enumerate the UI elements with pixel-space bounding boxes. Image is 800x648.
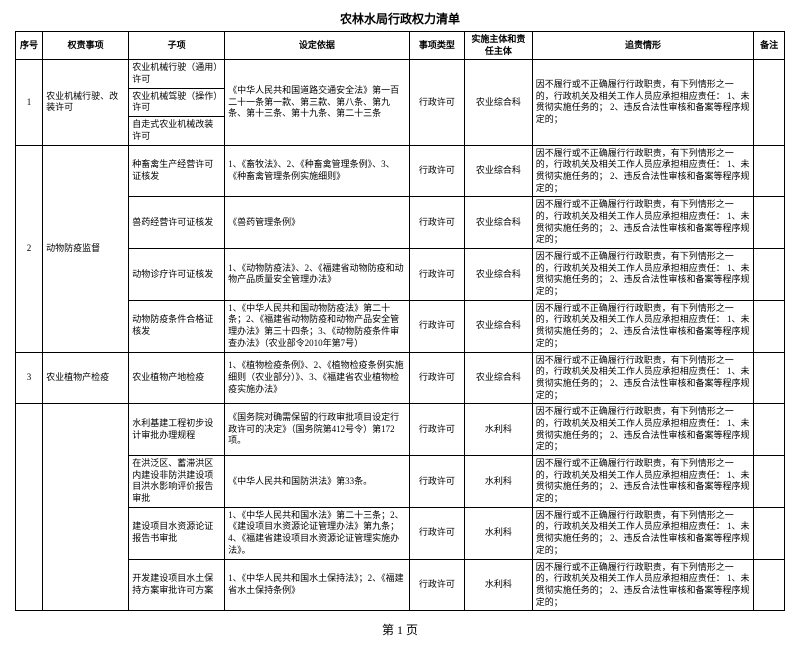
cell-body: 水利科 — [465, 559, 533, 611]
cell-sub: 在洪泛区、蓄滞洪区内建设非防洪建设项目洪水影响评价报告审批 — [129, 456, 225, 508]
table-row: 动物防疫条件合格证核发 1、《中华人民共和国动物防疫法》第二十条；2、《福建省动… — [16, 300, 785, 352]
cell-type: 行政许可 — [409, 559, 464, 611]
col-basis: 设定依据 — [225, 32, 410, 60]
table-row: 开发建设项目水土保持方案审批许可方案 1、《中华人民共和国水土保持法》；2、《福… — [16, 559, 785, 611]
cell-note — [754, 352, 785, 404]
cell-resp: 因不履行或不正确履行行政职责，有下列情形之一的，行政机关及相关工作人员应承担相应… — [532, 197, 753, 249]
cell-matter: 农业机械行驶、改装许可 — [43, 60, 129, 145]
cell-resp: 因不履行或不正确履行行政职责，有下列情形之一的，行政机关及相关工作人员应承担相应… — [532, 60, 753, 145]
cell-body: 农业综合科 — [465, 60, 533, 145]
cell-basis: 1、《动物防疫法》、2、《福建省动物防疫和动物产品质量安全管理办法》 — [225, 249, 410, 301]
cell-sub: 开发建设项目水土保持方案审批许可方案 — [129, 559, 225, 611]
cell-type: 行政许可 — [409, 404, 464, 456]
cell-basis: 《国务院对确需保留的行政审批项目设定行政许可的决定》（国务院第412号令）第17… — [225, 404, 410, 456]
page-title: 农林水局行政权力清单 — [15, 10, 785, 27]
cell-sub: 动物诊疗许可证核发 — [129, 249, 225, 301]
table-row: 动物诊疗许可证核发 1、《动物防疫法》、2、《福建省动物防疫和动物产品质量安全管… — [16, 249, 785, 301]
cell-resp: 因不履行或不正确履行行政职责，有下列情形之一的，行政机关及相关工作人员应承担相应… — [532, 352, 753, 404]
table-row: 水利基建工程初步设计审批办理规程 《国务院对确需保留的行政审批项目设定行政许可的… — [16, 404, 785, 456]
cell-body: 水利科 — [465, 507, 533, 559]
col-resp: 追责情形 — [532, 32, 753, 60]
cell-resp: 因不履行或不正确履行行政职责，有下列情形之一的，行政机关及相关工作人员应承担相应… — [532, 456, 753, 508]
cell-sub: 农业植物产地检疫 — [129, 352, 225, 404]
col-body: 实施主体和责任主体 — [465, 32, 533, 60]
cell-basis: 1、《中华人民共和国水法》第二十三条；2、《建设项目水资源论证管理办法》第九条；… — [225, 507, 410, 559]
cell-matter — [43, 404, 129, 611]
cell-basis: 《兽药管理条例》 — [225, 197, 410, 249]
cell-seq: 2 — [16, 145, 43, 352]
cell-matter: 动物防疫监督 — [43, 145, 129, 352]
cell-resp: 因不履行或不正确履行行政职责，有下列情形之一的，行政机关及相关工作人员应承担相应… — [532, 145, 753, 197]
cell-body: 水利科 — [465, 456, 533, 508]
table-header-row: 序号 权责事项 子项 设定依据 事项类型 实施主体和责任主体 追责情形 备注 — [16, 32, 785, 60]
col-seq: 序号 — [16, 32, 43, 60]
cell-type: 行政许可 — [409, 456, 464, 508]
cell-type: 行政许可 — [409, 300, 464, 352]
col-note: 备注 — [754, 32, 785, 60]
cell-basis: 1、《中华人民共和国动物防疫法》第二十条；2、《福建省动物防疫和动物产品安全管理… — [225, 300, 410, 352]
cell-matter: 农业植物产检疫 — [43, 352, 129, 404]
col-type: 事项类型 — [409, 32, 464, 60]
cell-body: 水利科 — [465, 404, 533, 456]
cell-body: 农业综合科 — [465, 197, 533, 249]
cell-type: 行政许可 — [409, 507, 464, 559]
cell-sub: 兽药经营许可证核发 — [129, 197, 225, 249]
cell-note — [754, 507, 785, 559]
cell-resp: 因不履行或不正确履行行政职责，有下列情形之一的，行政机关及相关工作人员应承担相应… — [532, 404, 753, 456]
cell-seq: 1 — [16, 60, 43, 145]
cell-note — [754, 249, 785, 301]
cell-type: 行政许可 — [409, 249, 464, 301]
cell-basis: 1、《畜牧法》、2、《种畜禽管理条例》、3、《种畜禽管理条例实施细则》 — [225, 145, 410, 197]
cell-body: 农业综合科 — [465, 300, 533, 352]
main-table: 序号 权责事项 子项 设定依据 事项类型 实施主体和责任主体 追责情形 备注 1… — [15, 31, 785, 611]
cell-basis: 1、《中华人民共和国水土保持法》；2、《福建省水土保持条例》 — [225, 559, 410, 611]
cell-note — [754, 404, 785, 456]
cell-note — [754, 60, 785, 145]
table-row: 兽药经营许可证核发 《兽药管理条例》 行政许可 农业综合科 因不履行或不正确履行… — [16, 197, 785, 249]
cell-basis: 1、《植物检疫条例》、2、《植物检疫条例实施细则（农业部分）》、3、《福建省农业… — [225, 352, 410, 404]
cell-note — [754, 300, 785, 352]
cell-type: 行政许可 — [409, 197, 464, 249]
page-footer: 第 1 页 — [15, 621, 785, 638]
table-row: 3 农业植物产检疫 农业植物产地检疫 1、《植物检疫条例》、2、《植物检疫条例实… — [16, 352, 785, 404]
cell-seq — [16, 404, 43, 611]
cell-resp: 因不履行或不正确履行行政职责，有下列情形之一的，行政机关及相关工作人员应承担相应… — [532, 507, 753, 559]
cell-resp: 因不履行或不正确履行行政职责，有下列情形之一的，行政机关及相关工作人员应承担相应… — [532, 249, 753, 301]
cell-type: 行政许可 — [409, 60, 464, 145]
cell-resp: 因不履行或不正确履行行政职责，有下列情形之一的，行政机关及相关工作人员应承担相应… — [532, 300, 753, 352]
cell-basis: 《中华人民共和国道路交通安全法》第一百二十一条第一款、第三款、第八条、第九条、第… — [225, 60, 410, 145]
cell-resp: 因不履行或不正确履行行政职责，有下列情形之一的，行政机关及相关工作人员应承担相应… — [532, 559, 753, 611]
table-row: 建设项目水资源论证报告书审批 1、《中华人民共和国水法》第二十三条；2、《建设项… — [16, 507, 785, 559]
table-row: 2 动物防疫监督 种畜禽生产经营许可证核发 1、《畜牧法》、2、《种畜禽管理条例… — [16, 145, 785, 197]
cell-sub: 自走式农业机械改装许可 — [129, 117, 225, 145]
cell-sub: 建设项目水资源论证报告书审批 — [129, 507, 225, 559]
cell-note — [754, 197, 785, 249]
col-sub: 子项 — [129, 32, 225, 60]
cell-sub: 种畜禽生产经营许可证核发 — [129, 145, 225, 197]
cell-sub: 动物防疫条件合格证核发 — [129, 300, 225, 352]
cell-body: 农业综合科 — [465, 249, 533, 301]
cell-basis: 《中华人民共和国防洪法》第33条。 — [225, 456, 410, 508]
cell-note — [754, 145, 785, 197]
cell-type: 行政许可 — [409, 352, 464, 404]
cell-note — [754, 559, 785, 611]
cell-note — [754, 456, 785, 508]
cell-seq: 3 — [16, 352, 43, 404]
col-matter: 权责事项 — [43, 32, 129, 60]
cell-sub: 农业机械行驶（通用）许可 — [129, 60, 225, 88]
table-row: 1 农业机械行驶、改装许可 农业机械行驶（通用）许可 《中华人民共和国道路交通安… — [16, 60, 785, 88]
cell-sub: 农业机械驾驶（操作）许可 — [129, 88, 225, 116]
cell-body: 农业综合科 — [465, 352, 533, 404]
cell-type: 行政许可 — [409, 145, 464, 197]
cell-body: 农业综合科 — [465, 145, 533, 197]
table-row: 在洪泛区、蓄滞洪区内建设非防洪建设项目洪水影响评价报告审批 《中华人民共和国防洪… — [16, 456, 785, 508]
cell-sub: 水利基建工程初步设计审批办理规程 — [129, 404, 225, 456]
